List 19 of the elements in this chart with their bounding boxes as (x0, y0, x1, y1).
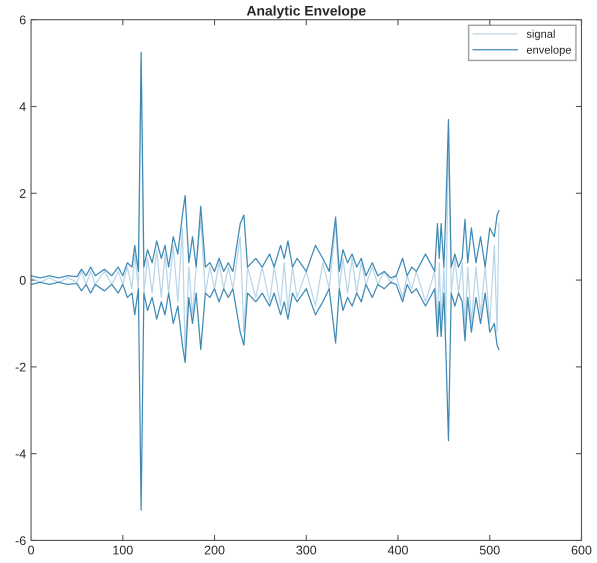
legend-label: envelope (526, 46, 571, 56)
x-tick-label: 0 (28, 546, 34, 555)
legend-label: signal (526, 30, 555, 40)
y-tick-label: 6 (20, 16, 26, 24)
x-tick-label: 500 (480, 546, 500, 555)
x-tick-label: 300 (296, 546, 316, 555)
x-tick-label: 100 (113, 546, 133, 555)
x-tick-label: 200 (204, 546, 224, 555)
x-tick-label: 400 (388, 546, 408, 555)
y-tick-label: 0 (20, 276, 26, 285)
x-tick-label: 600 (572, 546, 592, 555)
line-series (31, 52, 500, 279)
y-tick-label: -2 (16, 362, 26, 372)
chart-title: Analytic Envelope (246, 5, 366, 18)
line-series (31, 282, 500, 511)
y-tick-label: -4 (16, 450, 26, 458)
y-tick-label: 2 (20, 189, 26, 198)
y-tick-label: 4 (20, 102, 26, 112)
y-tick-label: -6 (16, 536, 26, 546)
